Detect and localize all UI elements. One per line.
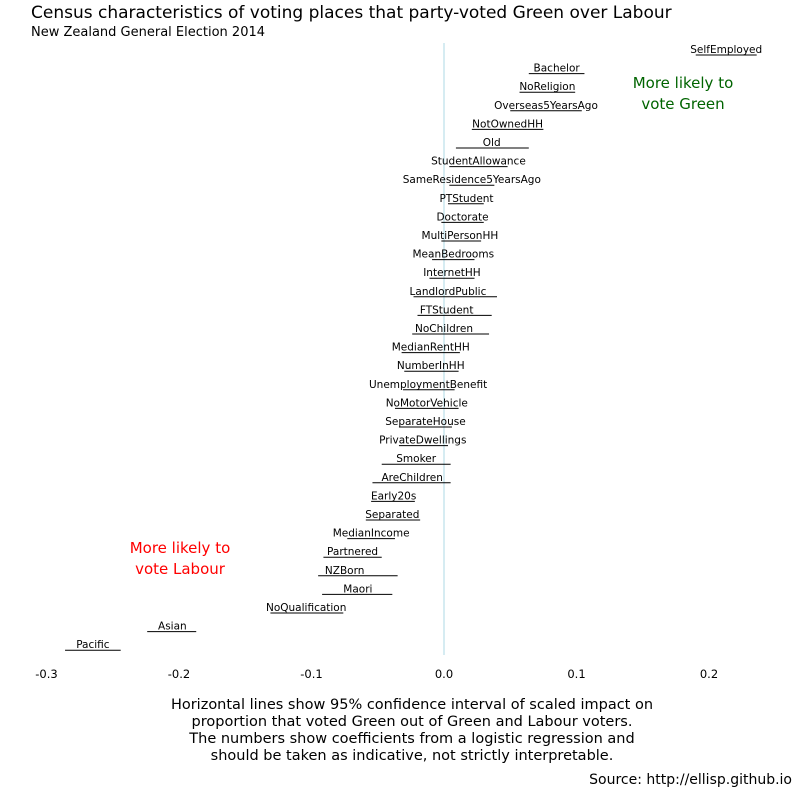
x-tick-label: -0.2 (168, 667, 190, 681)
variable-label: SameResidence5YearsAgo (403, 174, 541, 186)
x-tick-label: 0.1 (567, 667, 585, 681)
variable-label: NumberInHH (397, 360, 465, 372)
variable-label: NoQualification (266, 602, 346, 614)
green-annotation: More likely to (633, 74, 734, 92)
source-credit: Source: http://ellisp.github.io (589, 772, 792, 788)
variable-label: Overseas5YearsAgo (494, 100, 598, 112)
variable-label: Early20s (371, 490, 416, 502)
x-tick-label: 0.2 (700, 667, 718, 681)
variable-label: Old (483, 137, 501, 149)
variable-label: UnemploymentBenefit (369, 379, 487, 391)
variable-label: NoMotorVehicle (386, 397, 468, 409)
variable-label: Pacific (76, 639, 110, 651)
caption-line: The numbers show coefficients from a log… (189, 731, 635, 747)
caption-line: Horizontal lines show 95% confidence int… (170, 697, 654, 713)
variable-label: PTStudent (439, 193, 493, 205)
green-annotation: vote Green (641, 95, 724, 113)
variable-label: FTStudent (420, 304, 474, 316)
variable-label: InternetHH (423, 267, 480, 279)
variable-label: Asian (158, 621, 187, 633)
x-tick-label: 0.0 (435, 667, 453, 681)
variable-label: NotOwnedHH (472, 118, 543, 130)
chart-caption: Horizontal lines show 95% confidence int… (0, 697, 800, 765)
variable-label: MeanBedrooms (412, 249, 494, 261)
variable-label: SelfEmployed (690, 44, 762, 56)
chart-subtitle: New Zealand General Election 2014 (31, 25, 266, 40)
labour-annotation: More likely to (130, 539, 231, 557)
variable-label: Doctorate (436, 211, 488, 223)
x-tick-label: -0.3 (35, 667, 57, 681)
variable-label: Separated (365, 509, 419, 521)
variable-label: Bachelor (534, 63, 581, 75)
variable-label: LandlordPublic (410, 286, 487, 298)
variable-label: StudentAllowance (431, 156, 526, 168)
labour-annotation: vote Labour (135, 560, 226, 578)
x-tick-label: -0.1 (300, 667, 322, 681)
variable-label: MultiPersonHH (422, 230, 499, 242)
variable-label: NoReligion (519, 81, 575, 93)
variable-label: AreChildren (381, 472, 442, 484)
variable-label: Smoker (396, 453, 436, 465)
variable-label: Maori (343, 583, 372, 595)
variable-label: Partnered (327, 546, 378, 558)
variable-label: MedianRentHH (392, 342, 470, 354)
variable-label: NZBorn (325, 565, 364, 577)
chart-title: Census characteristics of voting places … (31, 3, 672, 23)
variable-label: SeparateHouse (385, 416, 465, 428)
variable-label: NoChildren (415, 323, 473, 335)
variable-label: MedianIncome (333, 528, 410, 540)
caption-line: proportion that voted Green out of Green… (191, 714, 633, 730)
variable-label: PrivateDwellings (379, 435, 466, 447)
caption-line: should be taken as indicative, not stric… (210, 748, 614, 764)
